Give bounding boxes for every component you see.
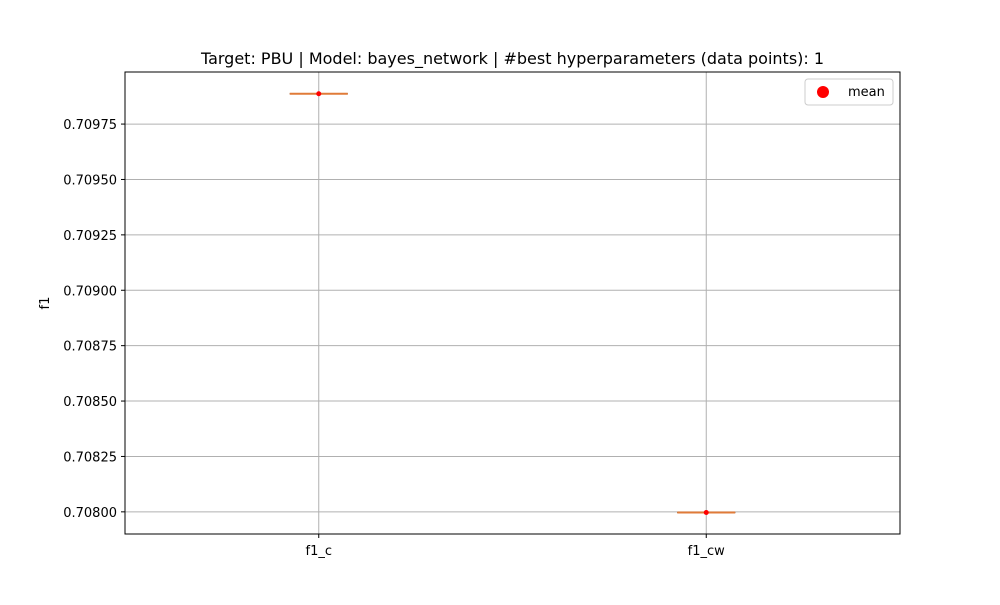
ticks-layer: 0.70800 0.70825 0.70850 0.70875 0.70900 0.709… (63, 118, 725, 559)
y-tick-label: 0.70900 (63, 284, 117, 299)
plot-frame (124, 71, 901, 535)
legend-box (804, 78, 894, 106)
x-tick-label: f1_c (306, 544, 333, 559)
legend-mean-label: mean (848, 85, 885, 100)
y-tick-label: 0.70800 (63, 506, 117, 521)
y-axis-label: f1 (38, 297, 53, 310)
grid-layer (125, 72, 900, 534)
chart-title: Target: PBU | Model: bayes_network | #be… (200, 49, 824, 69)
x-tick-label: f1_cw (688, 544, 725, 559)
y-tick-label: 0.70925 (63, 229, 117, 244)
y-tick-label: 0.70850 (63, 395, 117, 410)
y-tick-label: 0.70875 (63, 340, 117, 355)
legend-mean-marker (817, 86, 829, 98)
mean-point-f1_cw (703, 510, 709, 516)
mean-point-f1_c (316, 91, 322, 97)
legend: mean (804, 78, 894, 106)
y-tick-label: 0.70950 (63, 173, 117, 188)
marks-layer (289, 91, 736, 516)
y-tick-label: 0.70975 (63, 118, 117, 133)
y-tick-label: 0.70825 (63, 450, 117, 465)
